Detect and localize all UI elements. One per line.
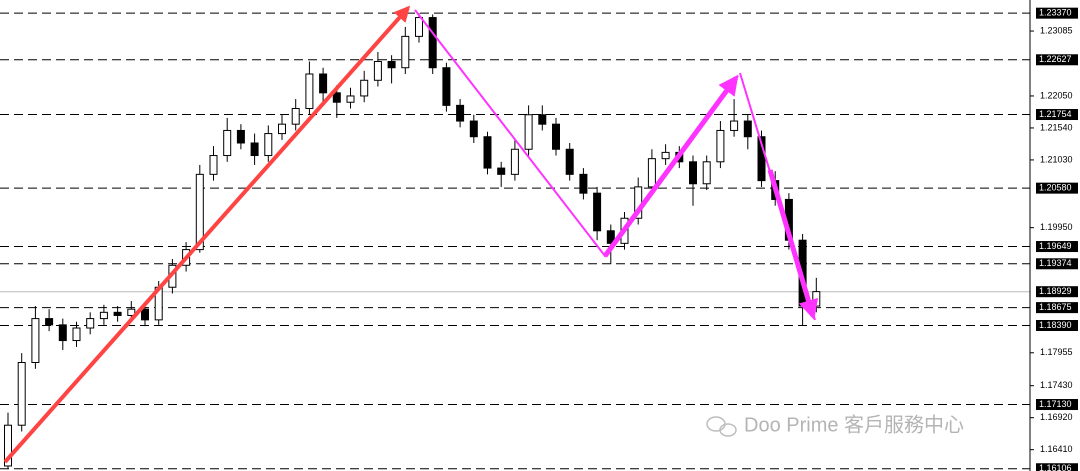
candle-body xyxy=(428,17,437,69)
y-tick-label: 1.19950 xyxy=(1040,222,1073,232)
candle-body xyxy=(401,35,410,69)
candles xyxy=(4,13,821,470)
candle-body xyxy=(387,60,396,69)
candle-body xyxy=(497,167,506,175)
candle-body xyxy=(565,148,574,175)
candle-body xyxy=(332,92,341,103)
candle-body xyxy=(579,173,588,194)
candle-body xyxy=(278,123,286,135)
level-label: 1.23370 xyxy=(1039,8,1072,18)
candle-body xyxy=(72,327,81,342)
price-tag xyxy=(1036,463,1078,471)
price-tag xyxy=(1036,319,1078,331)
candle-body xyxy=(4,424,12,467)
candle-body xyxy=(689,161,697,185)
candle-body xyxy=(743,120,752,138)
candle-body xyxy=(730,120,739,131)
candle-body xyxy=(552,123,560,150)
candle-body xyxy=(223,129,232,157)
candle-body xyxy=(415,17,423,37)
candle-body xyxy=(360,79,369,97)
candle-body xyxy=(113,311,122,316)
candle-body xyxy=(17,362,26,426)
y-tick-label: 1.21030 xyxy=(1040,154,1073,164)
candle-body xyxy=(812,291,821,307)
candle-body xyxy=(606,230,615,244)
candle-body xyxy=(291,107,300,125)
price-tag xyxy=(1036,258,1078,270)
candle-body xyxy=(86,318,95,329)
zigzag-arrow xyxy=(602,74,739,258)
y-tick-label: 1.17430 xyxy=(1040,380,1073,390)
candle-body xyxy=(702,161,711,185)
y-tick-label: 1.16410 xyxy=(1040,444,1073,454)
level-label: 1.22627 xyxy=(1039,54,1072,64)
candle-body xyxy=(209,155,218,175)
watermark: Doo Prime 客戶服務中心 xyxy=(706,413,964,437)
y-tick-label: 1.23085 xyxy=(1040,25,1073,35)
y-tick-label: 1.17955 xyxy=(1040,347,1073,357)
price-tag xyxy=(1036,399,1078,411)
candle-body xyxy=(31,318,40,364)
price-tag xyxy=(1036,182,1078,194)
candle-body xyxy=(442,67,451,106)
candle-body xyxy=(250,142,259,157)
price-tag xyxy=(1036,241,1078,253)
price-tag xyxy=(1036,286,1078,298)
candle-body xyxy=(538,114,547,125)
candle-body xyxy=(195,173,204,251)
candle-body xyxy=(45,318,54,326)
level-label: 1.19649 xyxy=(1039,241,1072,251)
candle-body xyxy=(593,192,602,232)
candle-body xyxy=(99,311,108,320)
candle-body xyxy=(373,60,382,81)
level-label: 1.17130 xyxy=(1039,399,1072,409)
y-tick-label: 1.22050 xyxy=(1040,90,1073,100)
level-label: 1.18390 xyxy=(1039,320,1072,330)
candle-body xyxy=(141,308,149,321)
level-label: 1.20580 xyxy=(1039,183,1072,193)
level-label: 1.18675 xyxy=(1039,302,1072,312)
price-tag xyxy=(1036,302,1078,314)
candle-body xyxy=(58,324,67,342)
candle-body xyxy=(524,114,533,150)
candle-body xyxy=(264,133,273,157)
candle-body xyxy=(456,104,465,122)
watermark-text: Doo Prime 客戶服務中心 xyxy=(744,413,964,436)
levels xyxy=(0,12,1030,470)
price-tag xyxy=(1036,7,1078,19)
level-label: 1.16106 xyxy=(1039,463,1072,471)
candle-body xyxy=(346,95,355,103)
price-axis: 1.23085 1.22050 1.21540 1.21030 1.19950 1.179… xyxy=(1030,8,1078,471)
candle-body xyxy=(236,129,245,144)
candle-body xyxy=(647,158,656,188)
zigzag-arrow xyxy=(767,169,819,320)
candle-body xyxy=(510,148,519,175)
candle-body xyxy=(469,120,478,138)
level-label: 1.19374 xyxy=(1039,258,1072,268)
candle-body xyxy=(305,73,314,109)
candle-body xyxy=(483,136,492,169)
candle-body xyxy=(716,129,725,163)
y-tick-label: 1.21540 xyxy=(1040,122,1073,132)
candle-body xyxy=(661,151,670,160)
candle-body xyxy=(127,308,136,316)
trend-line xyxy=(4,7,409,463)
price-tag xyxy=(1036,54,1078,66)
price-tag xyxy=(1036,109,1078,121)
candle-body xyxy=(319,73,328,94)
level-label: 1.21754 xyxy=(1039,109,1072,119)
y-tick-label: 1.16920 xyxy=(1040,412,1073,422)
current-price-label: 1.18929 xyxy=(1039,286,1072,296)
